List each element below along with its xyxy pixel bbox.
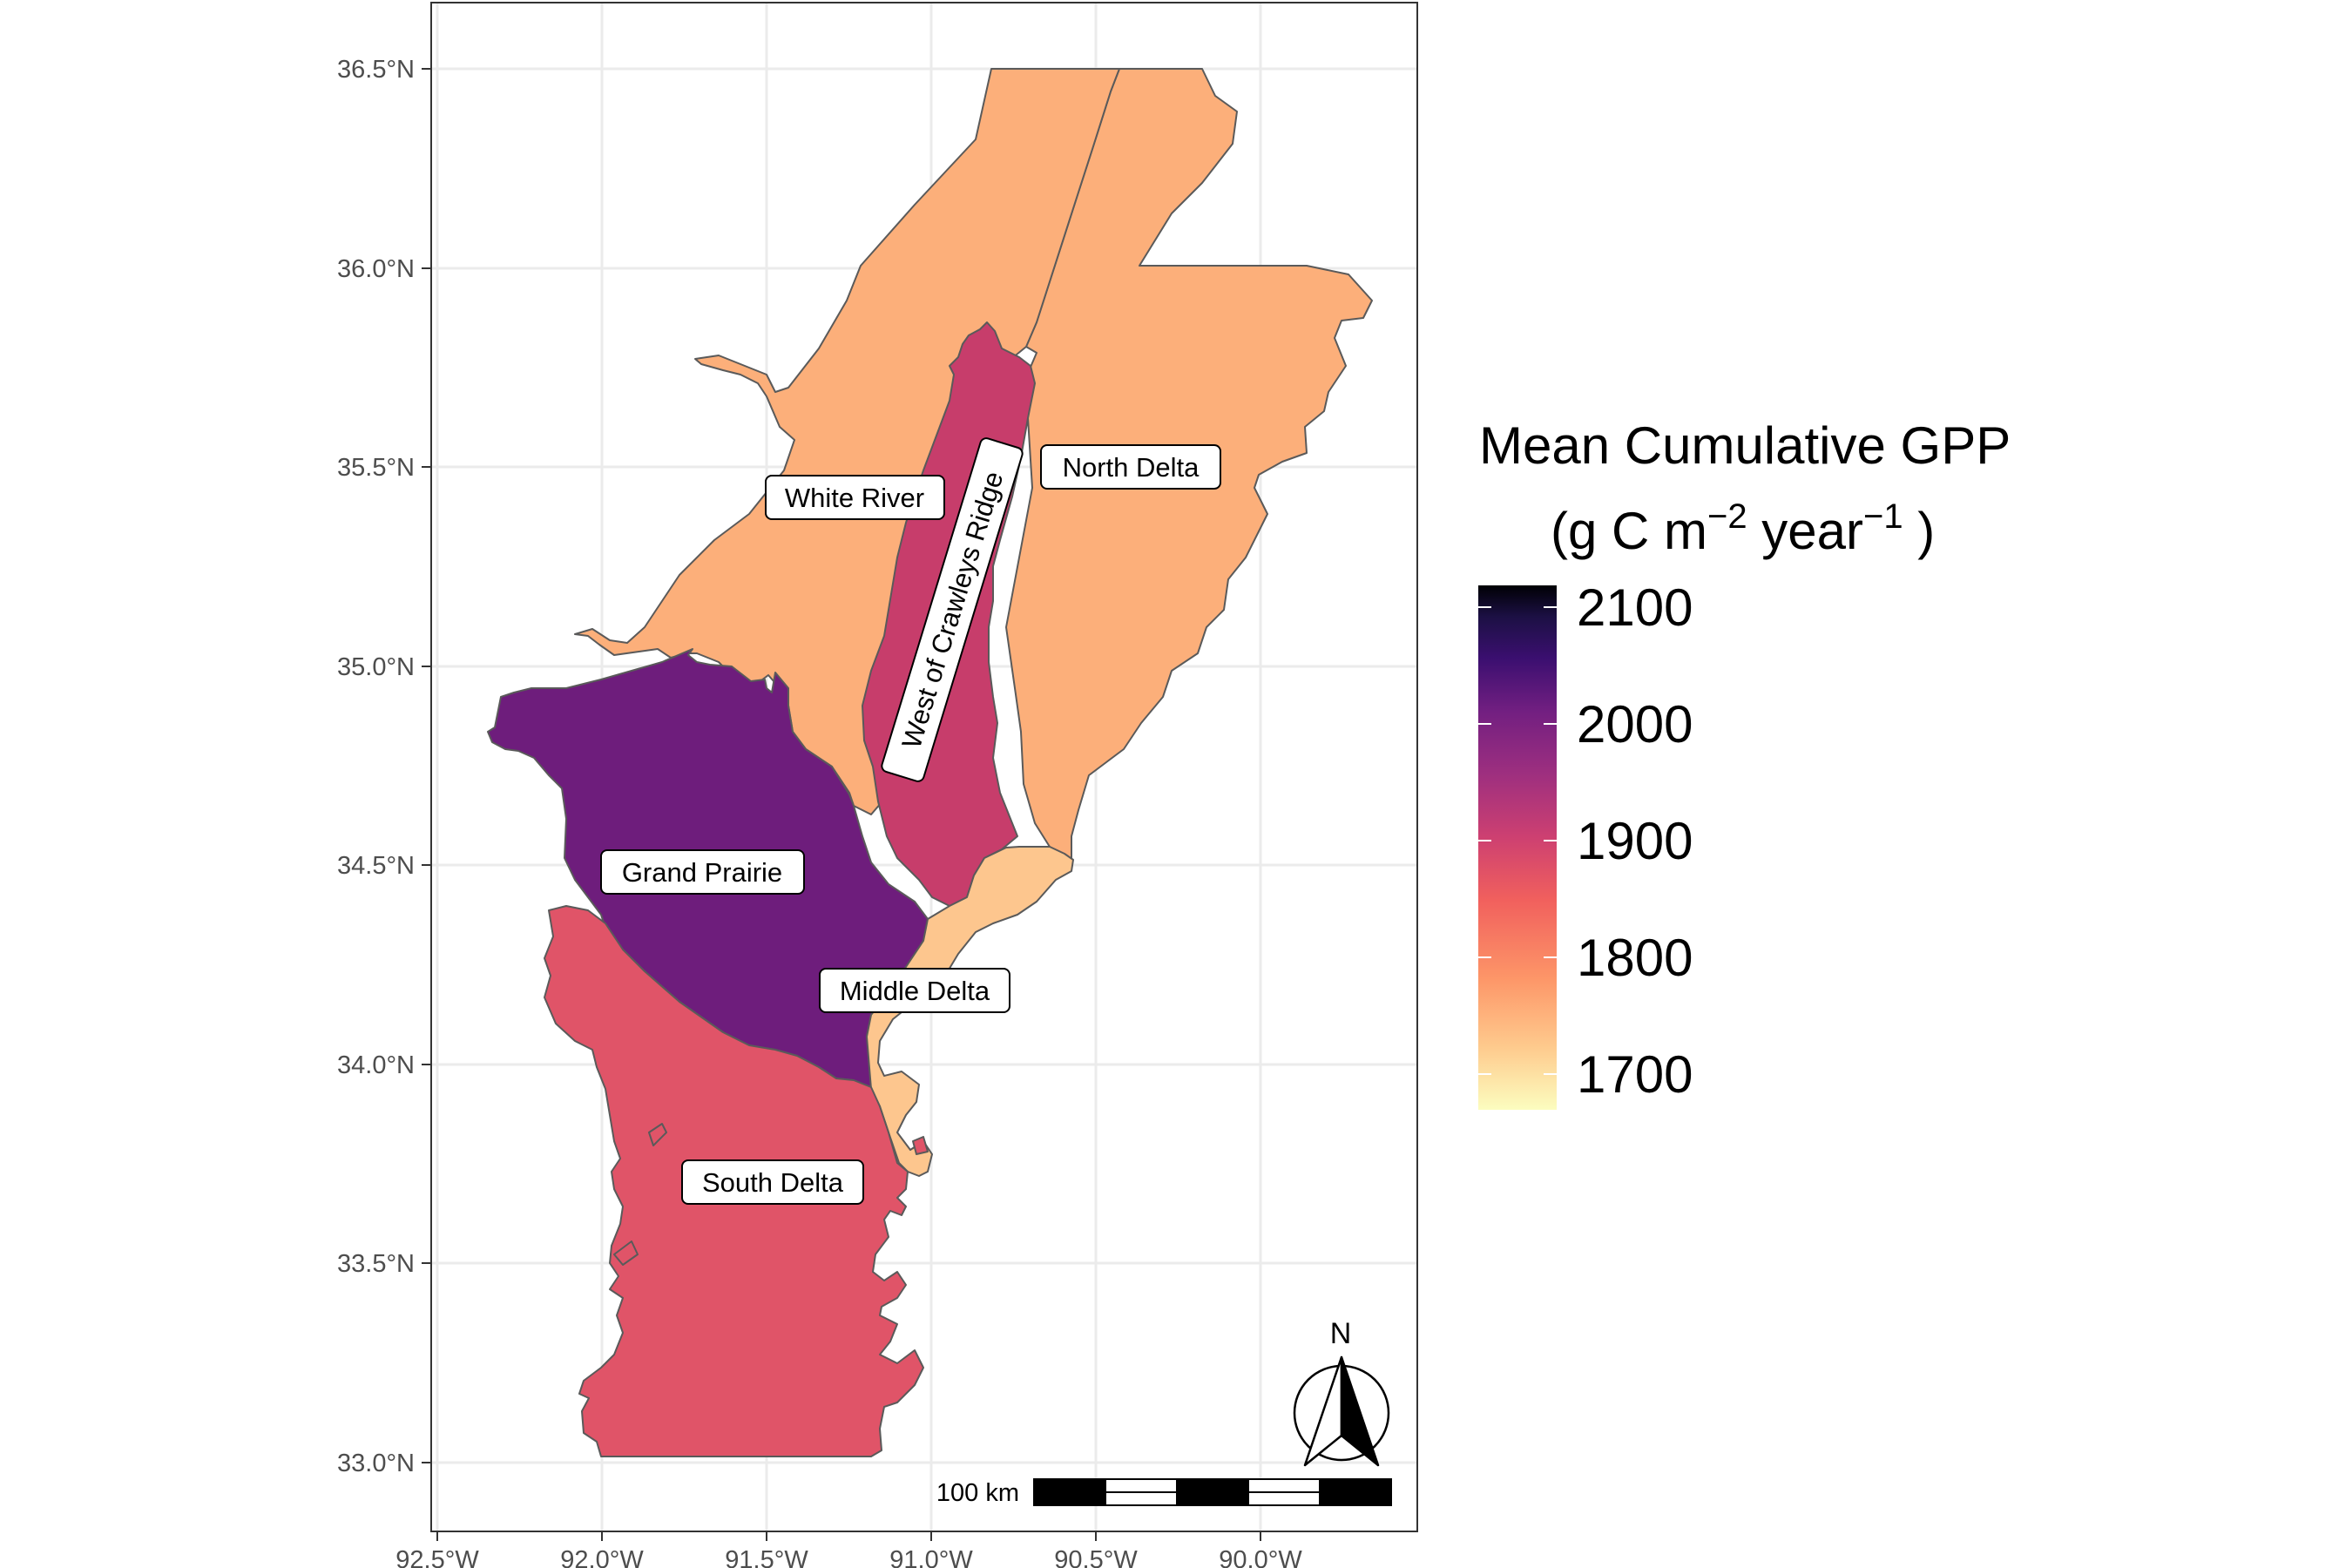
south-delta-island [613, 1240, 639, 1266]
scale-bar-label: 100 km [936, 1479, 1019, 1507]
south-delta-island [648, 1123, 667, 1146]
legend-tick-label: 2100 [1577, 578, 1693, 637]
label-grand-prairie: Grand Prairie [600, 849, 805, 895]
x-tick-label: 90.5°W [1054, 1546, 1138, 1568]
legend-tick-label: 1700 [1577, 1045, 1693, 1104]
label-north-delta: North Delta [1040, 444, 1221, 490]
x-tick-label: 92.5°W [395, 1546, 479, 1568]
y-tick-label: 33.0°N [337, 1450, 415, 1477]
legend-colorbar [1478, 585, 1557, 1110]
north-arrow-icon: N [1293, 1317, 1390, 1467]
y-tick-label: 34.5°N [337, 852, 415, 880]
south-delta-island [912, 1136, 929, 1155]
legend-title-line2: (g C m−2 year−1 ) [1551, 497, 1935, 560]
legend-tick-label: 1800 [1577, 929, 1693, 987]
north-arrow-label: N [1330, 1317, 1352, 1350]
label-south-delta-text: South Delta [702, 1167, 844, 1198]
x-axis: 92.5°W 92.0°W 91.5°W 91.0°W 90.5°W 90.0°… [395, 1531, 1302, 1568]
y-tick-label: 33.5°N [337, 1250, 415, 1278]
label-middle-delta-text: Middle Delta [840, 976, 990, 1006]
legend-tick-label: 2000 [1577, 695, 1693, 754]
y-axis: 36.5°N 36.0°N 35.5°N 35.0°N 34.5°N 34.0°… [337, 56, 431, 1477]
legend-tick-label: 1900 [1577, 812, 1693, 870]
y-tick-label: 34.0°N [337, 1051, 415, 1079]
label-white-river-text: White River [785, 483, 924, 513]
label-south-delta: South Delta [681, 1159, 864, 1205]
x-tick-label: 92.0°W [560, 1546, 644, 1568]
label-grand-prairie-text: Grand Prairie [622, 857, 782, 888]
legend: Mean Cumulative GPP (g C m−2 year−1 ) 21… [1478, 416, 2011, 1110]
y-tick-label: 36.0°N [337, 255, 415, 283]
x-tick-label: 91.0°W [889, 1546, 973, 1568]
label-middle-delta: Middle Delta [819, 968, 1010, 1013]
legend-title-line1: Mean Cumulative GPP [1479, 416, 2011, 475]
y-tick-label: 36.5°N [337, 56, 415, 84]
y-tick-label: 35.5°N [337, 454, 415, 482]
label-north-delta-text: North Delta [1063, 452, 1200, 483]
x-tick-label: 91.5°W [725, 1546, 808, 1568]
map-panel: White River North Delta West of Crawleys… [430, 2, 1418, 1532]
label-white-river: White River [765, 475, 945, 520]
scale-bar: 100 km [936, 1478, 1392, 1507]
y-tick-label: 35.0°N [337, 653, 415, 681]
panel-border [430, 2, 1418, 1532]
x-tick-label: 90.0°W [1219, 1546, 1302, 1568]
